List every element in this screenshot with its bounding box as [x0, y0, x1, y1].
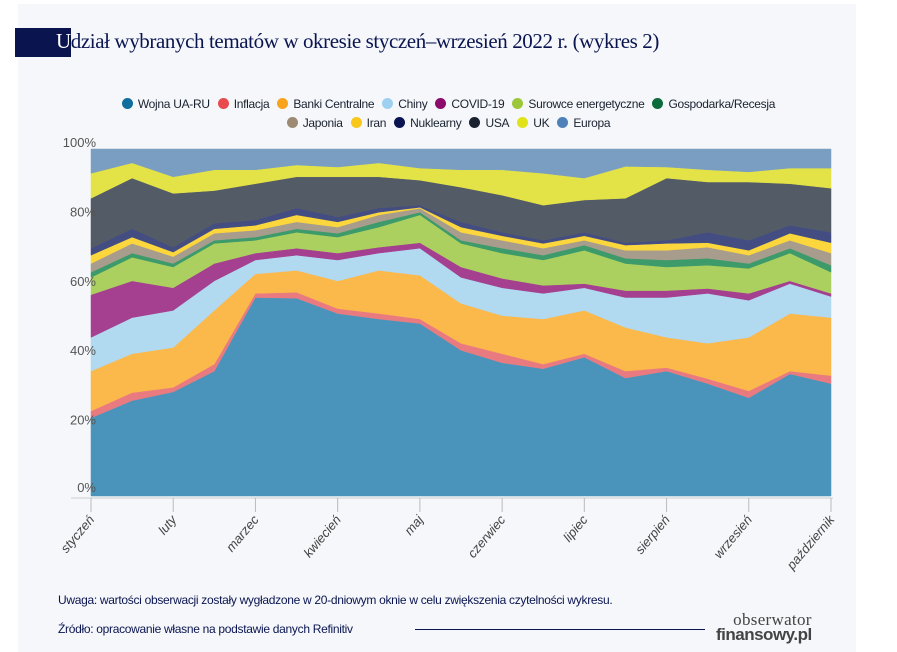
legend-item: Wojna UA-RU — [121, 97, 210, 111]
legend-dot-icon — [382, 98, 394, 109]
legend-dot-icon — [469, 117, 481, 128]
legend-item: Surowce energetyczne — [512, 97, 645, 111]
legend-label: UK — [533, 116, 550, 130]
chart-title: Udział wybranych tematów w okresie stycz… — [56, 29, 659, 54]
legend-dot-icon — [121, 98, 133, 109]
legend-item: Chiny — [382, 97, 428, 111]
legend-dot-icon — [277, 98, 289, 109]
logo-line-1: obserwator — [733, 610, 812, 629]
y-tick-label: 40% — [70, 343, 96, 358]
legend-item: Gospodarka/Recesja — [652, 97, 775, 111]
x-tick-label: luty — [155, 511, 180, 537]
legend-item: UK — [517, 116, 550, 130]
x-tick-label: wrzesień — [711, 512, 755, 561]
legend-item: Inflacja — [217, 97, 270, 111]
y-tick-label: 80% — [70, 204, 96, 219]
legend-dot-icon — [557, 117, 569, 128]
legend-dot-icon — [217, 98, 229, 109]
logo-line-2: finansowy.pl — [716, 625, 812, 644]
legend-label: Iran — [366, 116, 387, 130]
area-europa — [90, 148, 832, 179]
stacked-area-chart: 0% 20% 40% 60% 80% 100% styczeń luty marzec kwiec… — [57, 135, 838, 573]
legend-label: Wojna UA-RU — [137, 97, 210, 111]
x-tick-label: lipiec — [560, 512, 591, 545]
title-text: dział wybranych tematów w okresie stycze… — [70, 29, 660, 53]
legend-item: Nuklearny — [394, 116, 462, 130]
title-accent-box — [15, 28, 71, 57]
legend-row-2: Japonia Iran Nuklearny USA UK Europa — [0, 116, 897, 130]
x-tick-label: sierpień — [632, 512, 673, 557]
legend-dot-icon — [350, 117, 362, 128]
title-first-letter: U — [56, 29, 71, 53]
y-tick-label: 60% — [70, 274, 96, 289]
legend-label: Inflacja — [233, 97, 270, 111]
legend-label: Nuklearny — [410, 116, 462, 130]
legend-label: USA — [485, 116, 510, 130]
legend-item: COVID-19 — [435, 97, 505, 111]
legend-label: Surowce energetyczne — [528, 97, 645, 111]
legend-dot-icon — [652, 98, 664, 109]
legend-item: USA — [469, 116, 510, 130]
source-note: Źródło: opracowanie własne na podstawie … — [58, 622, 353, 636]
legend-label: Europa — [573, 116, 611, 130]
legend-dot-icon — [394, 117, 406, 128]
x-tick-label: styczeń — [57, 512, 97, 555]
legend-item: Banki Centralne — [277, 97, 375, 111]
legend-dot-icon — [286, 117, 298, 128]
legend-dot-icon — [435, 98, 447, 109]
x-tick-label: październik — [783, 511, 838, 573]
logo: obserwator finansowy.pl — [716, 610, 812, 644]
legend-label: COVID-19 — [451, 97, 505, 111]
y-tick-label: 0% — [77, 480, 96, 495]
x-tick-label: maj — [401, 511, 427, 538]
legend-item: Iran — [350, 116, 387, 130]
y-tick-label: 100% — [63, 135, 97, 150]
footnote: Uwaga: wartości obserwacji zostały wygła… — [58, 593, 613, 607]
x-tick-label: marzec — [223, 512, 262, 555]
legend-item: Japonia — [286, 116, 343, 130]
legend-dot-icon — [517, 117, 529, 128]
legend-label: Gospodarka/Recesja — [668, 97, 776, 111]
legend-label: Banki Centralne — [293, 97, 375, 111]
y-tick-label: 20% — [70, 413, 96, 428]
x-tick-label: czerwiec — [464, 512, 508, 561]
legend-row-1: Wojna UA-RU Inflacja Banki Centralne Chiny C… — [0, 97, 897, 111]
legend-item: Europa — [557, 116, 611, 130]
legend-dot-icon — [512, 98, 524, 109]
legend-label: Japonia — [302, 116, 343, 130]
source-divider — [415, 629, 705, 630]
legend-label: Chiny — [398, 97, 428, 111]
x-tick-label: kwiecień — [300, 512, 344, 560]
